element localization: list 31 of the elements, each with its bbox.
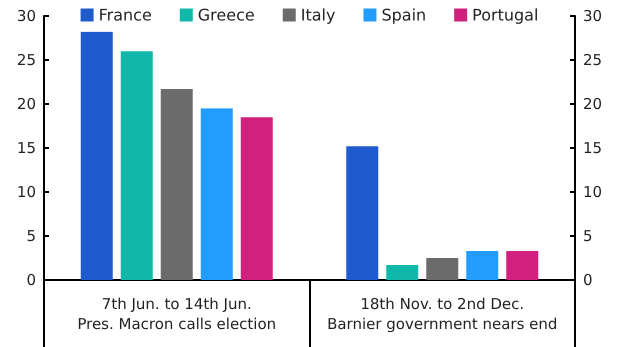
x-tick-label: 7th Jun. to 14th Jun. Pres. Macron calls election <box>77 295 276 333</box>
y2-tick-label: 25 <box>583 51 602 69</box>
x-tick-label: 18th Nov. to 2nd Dec. Barnier government nears end <box>327 295 558 333</box>
bar <box>426 258 458 280</box>
y-tick-label: 15 <box>16 139 36 157</box>
legend-label: Greece <box>198 6 255 24</box>
legend-label: Spain <box>381 6 426 24</box>
y-tick-label: 25 <box>16 51 36 69</box>
y-tick-label: 10 <box>16 183 36 201</box>
bar <box>506 250 538 280</box>
bar <box>200 108 233 280</box>
bar <box>386 265 418 280</box>
legend-label: France <box>98 6 152 24</box>
y-tick-label: 30 <box>16 7 36 25</box>
bar <box>240 117 273 280</box>
y2-tick-label: 30 <box>583 7 602 25</box>
y2-tick-label: 5 <box>583 227 593 245</box>
y-tick-label: 0 <box>26 271 36 289</box>
y2-tick-label: 10 <box>583 183 602 201</box>
bar <box>346 146 378 280</box>
bar <box>120 51 153 280</box>
y2-tick-label: 15 <box>583 139 602 157</box>
y-tick-label: 5 <box>26 227 36 245</box>
bar <box>80 32 113 280</box>
bar <box>160 89 193 280</box>
legend-label: Italy <box>300 6 336 24</box>
y2-tick-label: 0 <box>583 271 593 289</box>
bar <box>466 250 498 280</box>
y2-tick-label: 20 <box>583 95 602 113</box>
legend-label: Portugal <box>472 6 538 24</box>
y-tick-label: 20 <box>16 95 36 113</box>
